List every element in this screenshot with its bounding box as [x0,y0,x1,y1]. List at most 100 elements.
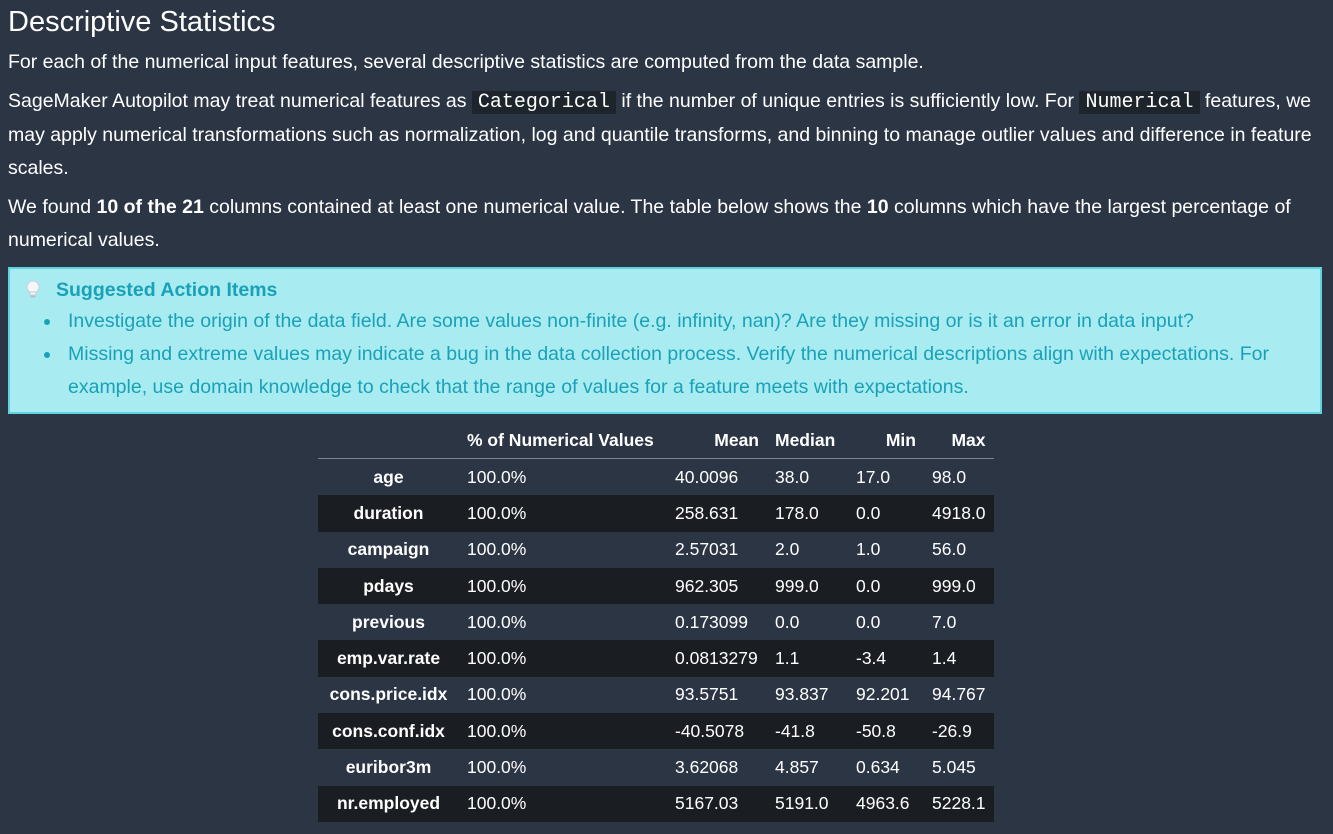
cell-min: 4963.6 [848,785,924,822]
cell-median: 93.837 [775,684,829,705]
table-row: nr.employed 100.0% 5167.03 5191.0 4963.6… [318,785,994,822]
row-label: pdays [318,567,459,605]
cell-mean: 5167.03 [667,785,767,822]
cell-pct: 100.0% [459,640,667,677]
summary-text-1: We found [8,196,97,218]
table-row: pdays 100.0% 962.305 999.0 0.0 999.0 [318,567,994,605]
cell-median: -41.8 [767,713,848,750]
cell-max: 7.0 [932,611,957,632]
cell-min: 0.0 [856,611,881,632]
table-row: euribor3m 100.0% 3.62068 4.857 0.634 5.0… [318,749,994,785]
cell-median: 38.0 [775,466,810,487]
table-row: cons.conf.idx 100.0% -40.5078 -41.8 -50.… [318,713,994,750]
header-median: Median [767,422,848,459]
summary-text-2: columns contained at least one numerical… [203,196,867,218]
cell-min: -50.8 [848,713,924,750]
cell-max: 999.0 [924,567,994,605]
numerical-code: Numerical [1079,91,1200,114]
callout-header: Suggested Action Items [24,275,1306,305]
cell-mean: 962.305 [667,567,767,605]
cell-mean: 0.0813279 [667,640,767,677]
header-blank [318,422,459,459]
lightbulb-icon [24,279,42,301]
cell-pct: 100.0% [459,495,667,532]
cell-median: 2.0 [775,539,800,560]
treatment-text-3: features, we may apply numerical transfo… [8,90,1312,179]
table-row: campaign 100.0% 2.57031 2.0 1.0 56.0 [318,532,994,568]
treatment-paragraph: SageMaker Autopilot may treat numerical … [8,85,1326,185]
summary-top-count: 10 [866,196,889,218]
cell-median: 5191.0 [767,785,848,822]
row-label: age [373,466,404,487]
cell-min: 17.0 [856,466,891,487]
cell-max: 5.045 [932,757,976,778]
cell-pct: 100.0% [467,539,527,560]
cell-max: 56.0 [932,539,967,560]
cell-pct: 100.0% [467,684,527,705]
cell-min: 92.201 [856,684,910,705]
table-row: cons.price.idx 100.0% 93.5751 93.837 92.… [318,677,994,713]
cell-median: 4.857 [775,757,819,778]
table-header-row: % of Numerical Values Mean Median Min Ma… [318,422,994,459]
descriptive-stats-table: % of Numerical Values Mean Median Min Ma… [318,422,994,822]
cell-pct: 100.0% [459,713,667,750]
cell-pct: 100.0% [467,757,527,778]
section-heading: Descriptive Statistics [8,6,276,38]
cell-pct: 100.0% [467,611,527,632]
summary-text-3: columns which have the largest percentag… [8,196,1291,251]
cell-max: -26.9 [924,713,994,750]
cell-mean: 3.62068 [675,757,739,778]
row-label: nr.employed [318,785,459,822]
cell-mean: 2.57031 [675,539,739,560]
row-label: previous [352,611,425,632]
cell-mean: 0.173099 [675,611,748,632]
cell-median: 0.0 [775,611,800,632]
table-row: previous 100.0% 0.173099 0.0 0.0 7.0 [318,604,994,640]
callout-title: Suggested Action Items [56,279,278,301]
action-items-list: Investigate the origin of the data field… [24,305,1306,404]
row-label: campaign [347,539,430,560]
intro-paragraph: For each of the numerical input features… [8,51,924,73]
cell-median: 999.0 [767,567,848,605]
cell-max: 4918.0 [924,495,994,532]
cell-mean: -40.5078 [667,713,767,750]
summary-paragraph: We found 10 of the 21 columns contained … [8,191,1326,257]
table-row: age 100.0% 40.0096 38.0 17.0 98.0 [318,459,994,496]
cell-pct: 100.0% [459,785,667,822]
cell-max: 1.4 [924,640,994,677]
cell-min: 1.0 [856,539,881,560]
cell-max: 5228.1 [924,785,994,822]
cell-median: 1.1 [767,640,848,677]
table-row: emp.var.rate 100.0% 0.0813279 1.1 -3.4 1… [318,640,994,677]
row-label: cons.conf.idx [318,713,459,750]
report-section: Descriptive Statistics For each of the n… [8,0,1326,414]
cell-min: 0.0 [848,495,924,532]
row-label: duration [318,495,459,532]
header-max: Max [924,422,994,459]
cell-mean: 258.631 [667,495,767,532]
categorical-code: Categorical [471,91,616,114]
treatment-text-1: SageMaker Autopilot may treat numerical … [8,90,472,112]
header-pct-numerical: % of Numerical Values [459,422,667,459]
summary-count: 10 of the 21 [96,196,204,218]
action-item: Missing and extreme values may indicate … [44,338,1306,404]
cell-max: 98.0 [932,466,967,487]
cell-min: -3.4 [848,640,924,677]
suggested-actions-callout: Suggested Action Items Investigate the o… [8,267,1322,414]
cell-pct: 100.0% [459,567,667,605]
table-row: duration 100.0% 258.631 178.0 0.0 4918.0 [318,495,994,532]
cell-min: 0.0 [848,567,924,605]
cell-min: 0.634 [856,757,900,778]
cell-pct: 100.0% [467,466,527,487]
cell-mean: 40.0096 [675,466,739,487]
row-label: cons.price.idx [329,684,448,705]
cell-median: 178.0 [767,495,848,532]
row-label: emp.var.rate [318,640,459,677]
header-mean: Mean [667,422,767,459]
cell-max: 94.767 [932,684,986,705]
header-min: Min [848,422,924,459]
row-label: euribor3m [345,757,432,778]
cell-mean: 93.5751 [675,684,739,705]
action-item: Investigate the origin of the data field… [44,305,1306,338]
treatment-text-2: if the number of unique entries is suffi… [615,90,1080,112]
